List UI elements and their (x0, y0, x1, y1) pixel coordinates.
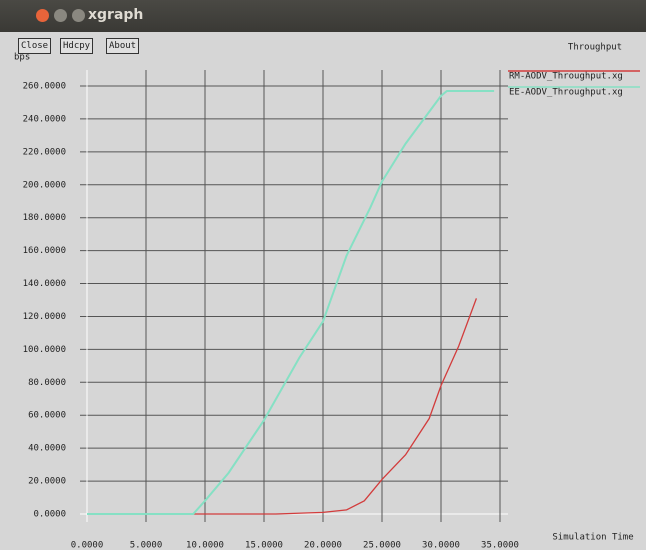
y-tick-label: 140.0000 (23, 279, 66, 289)
y-tick-label: 220.0000 (23, 147, 66, 157)
x-tick-label: 0.0000 (71, 541, 104, 550)
series-line (87, 89, 495, 515)
title-bar: xgraph (0, 0, 646, 32)
y-tick-label: 80.0000 (28, 378, 66, 388)
legend-label: EE-AODV_Throughput.xg (509, 88, 623, 98)
about-button[interactable]: About (106, 38, 140, 54)
x-tick-label: 30.0000 (422, 541, 460, 550)
x-tick-label: 10.0000 (186, 541, 224, 550)
y-tick-label: 60.0000 (28, 411, 66, 421)
minimize-window-button[interactable] (54, 9, 67, 22)
chart-title: Throughput (568, 43, 622, 53)
y-tick-label: 180.0000 (23, 213, 66, 223)
close-button[interactable]: Close (18, 38, 52, 54)
x-axis-label: Simulation Time (552, 533, 633, 543)
legend-label: RM-AODV_Throughput.xg (509, 72, 623, 82)
y-tick-label: 40.0000 (28, 444, 66, 454)
y-tick-label: 160.0000 (23, 246, 66, 256)
y-tick-label: 240.0000 (23, 114, 66, 124)
x-tick-label: 15.0000 (245, 541, 283, 550)
x-tick-label: 20.0000 (304, 541, 342, 550)
close-window-button[interactable] (36, 9, 49, 22)
y-tick-label: 100.0000 (23, 345, 66, 355)
y-tick-label: 20.0000 (28, 477, 66, 487)
x-tick-label: 5.0000 (130, 541, 163, 550)
hdcpy-button[interactable]: Hdcpy (60, 38, 94, 54)
series-line (181, 298, 478, 515)
y-tick-label: 0.0000 (33, 510, 66, 520)
window-title: xgraph (88, 7, 144, 23)
x-tick-label: 25.0000 (363, 541, 401, 550)
y-axis-label: bps (14, 53, 30, 63)
x-tick-label: 35.0000 (481, 541, 519, 550)
maximize-window-button[interactable] (72, 9, 85, 22)
y-tick-label: 260.0000 (23, 82, 66, 92)
y-tick-label: 120.0000 (23, 312, 66, 322)
y-tick-label: 200.0000 (23, 180, 66, 190)
